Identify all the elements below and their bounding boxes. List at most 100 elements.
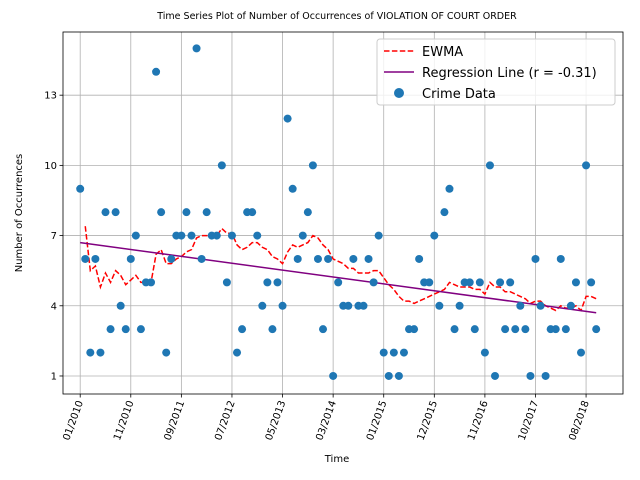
data-point <box>278 301 287 310</box>
data-point <box>222 278 231 287</box>
data-point <box>283 114 292 123</box>
x-tick-label: 10/2017 <box>517 399 542 442</box>
y-tick-label: 13 <box>44 91 57 102</box>
data-point <box>399 348 408 357</box>
y-tick-label: 10 <box>44 161 57 172</box>
data-point <box>475 278 484 287</box>
data-point <box>111 208 120 217</box>
data-point <box>359 301 368 310</box>
data-point <box>480 348 489 357</box>
data-point <box>506 278 515 287</box>
data-point <box>541 371 550 380</box>
x-tick-label: 12/2015 <box>416 399 441 442</box>
legend-marker <box>394 88 404 98</box>
data-point <box>76 184 85 193</box>
data-point <box>263 278 272 287</box>
data-point <box>445 184 454 193</box>
data-point <box>258 301 267 310</box>
data-point <box>313 254 322 263</box>
data-point <box>379 348 388 357</box>
data-point <box>587 278 596 287</box>
data-point <box>521 325 530 334</box>
data-point <box>227 231 236 240</box>
data-point <box>389 348 398 357</box>
data-point <box>394 371 403 380</box>
data-point <box>577 348 586 357</box>
data-point <box>217 161 226 170</box>
data-point <box>187 231 196 240</box>
data-point <box>136 325 145 334</box>
legend-label: EWMA <box>422 45 463 60</box>
data-point <box>440 208 449 217</box>
data-point <box>182 208 191 217</box>
legend-box <box>376 38 616 106</box>
x-tick-label: 09/2011 <box>163 399 188 442</box>
data-point <box>238 325 247 334</box>
data-point <box>369 278 378 287</box>
data-point <box>561 325 570 334</box>
data-point <box>101 208 110 217</box>
data-point <box>126 254 135 263</box>
data-point <box>455 301 464 310</box>
data-point <box>485 161 494 170</box>
data-point <box>308 161 317 170</box>
data-point <box>177 231 186 240</box>
data-point <box>384 371 393 380</box>
data-point <box>212 231 221 240</box>
data-point <box>192 44 201 53</box>
data-point <box>273 278 282 287</box>
data-point <box>571 278 580 287</box>
data-point <box>298 231 307 240</box>
data-point <box>334 278 343 287</box>
x-tick-label: 01/2015 <box>365 399 390 442</box>
y-tick-label: 7 <box>51 231 57 242</box>
series-line <box>80 241 597 314</box>
data-point <box>197 254 206 263</box>
data-point <box>516 301 525 310</box>
data-point <box>556 254 565 263</box>
x-tick-label: 11/2016 <box>466 399 491 442</box>
data-point <box>202 208 211 217</box>
data-point <box>319 325 328 334</box>
data-point <box>496 278 505 287</box>
data-point <box>465 278 474 287</box>
data-point <box>96 348 105 357</box>
data-point <box>566 301 575 310</box>
data-point <box>430 231 439 240</box>
legend-label: Regression Line (r = -0.31) <box>422 66 597 81</box>
x-tick-label: 11/2010 <box>112 399 137 442</box>
x-axis-label: Time <box>324 454 349 465</box>
data-point <box>374 231 383 240</box>
data-point <box>162 348 171 357</box>
data-point <box>470 325 479 334</box>
data-point <box>293 254 302 263</box>
data-point <box>551 325 560 334</box>
x-tick-label: 08/2018 <box>567 399 592 442</box>
data-point <box>324 254 333 263</box>
data-point <box>157 208 166 217</box>
data-point <box>349 254 358 263</box>
data-point <box>147 278 156 287</box>
data-point <box>233 348 242 357</box>
data-point <box>531 254 540 263</box>
data-point <box>329 371 338 380</box>
data-point <box>81 254 90 263</box>
data-point <box>121 325 130 334</box>
data-point <box>536 301 545 310</box>
data-point <box>91 254 100 263</box>
data-point <box>435 301 444 310</box>
data-point <box>511 325 520 334</box>
data-point <box>253 231 262 240</box>
data-point <box>288 184 297 193</box>
data-point <box>116 301 125 310</box>
data-point <box>415 254 424 263</box>
x-tick-label: 05/2013 <box>264 399 289 442</box>
chart-title: Time Series Plot of Number of Occurrence… <box>156 11 517 22</box>
data-point <box>410 325 419 334</box>
data-point <box>303 208 312 217</box>
data-point <box>131 231 140 240</box>
data-point <box>450 325 459 334</box>
x-tick-label: 03/2014 <box>314 399 339 442</box>
series-line <box>84 226 597 312</box>
